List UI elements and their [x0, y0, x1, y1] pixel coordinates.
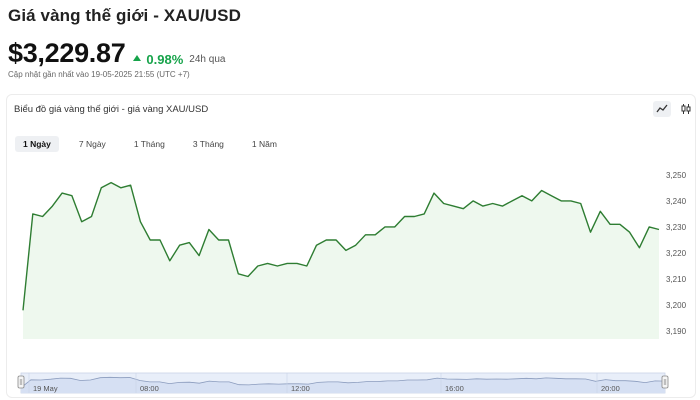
navigator-x-label: 12:00	[291, 384, 310, 393]
tab-3-months[interactable]: 3 Tháng	[192, 139, 224, 149]
navigator-x-label: 16:00	[445, 384, 464, 393]
price-series-line	[22, 181, 660, 311]
tab-1-year[interactable]: 1 Năm	[251, 139, 277, 149]
line-chart-icon	[656, 104, 668, 113]
y-tick-label: 3,250	[666, 171, 687, 180]
change-percent: 0.98%	[146, 51, 184, 67]
candlestick-view-button[interactable]	[677, 101, 695, 117]
price-change: 0.98% 24h qua	[133, 52, 225, 67]
y-tick-label: 3,190	[666, 327, 687, 336]
page-title: Giá vàng thế giới - XAU/USD	[8, 6, 241, 25]
price-row: $3,229.87 0.98% 24h qua	[8, 38, 225, 69]
y-tick-label: 3,210	[666, 275, 687, 284]
chart-card-title: Biểu đồ giá vàng thế giới - giá vàng XAU…	[14, 104, 209, 115]
candlestick-icon	[681, 104, 691, 114]
price-area-fill	[23, 182, 659, 339]
chart-card: Biểu đồ giá vàng thế giới - giá vàng XAU…	[6, 94, 696, 398]
line-view-button[interactable]	[653, 101, 671, 117]
y-tick-label: 3,230	[666, 223, 687, 232]
navigator-x-label: 20:00	[601, 384, 620, 393]
current-price: $3,229.87	[8, 38, 126, 68]
time-range-tabs: 1 Ngày 7 Ngày 1 Tháng 3 Tháng 1 Năm	[15, 135, 297, 153]
navigator-x-label: 19 May	[33, 384, 58, 393]
y-tick-label: 3,200	[666, 301, 687, 310]
navigator-line	[20, 376, 666, 389]
tab-1-month[interactable]: 1 Tháng	[133, 139, 165, 149]
y-tick-label: 3,220	[666, 249, 687, 258]
change-period: 24h qua	[189, 53, 226, 65]
navigator-left-handle[interactable]	[17, 375, 25, 389]
navigator-x-label: 08:00	[140, 384, 159, 393]
y-tick-label: 3,240	[666, 197, 687, 206]
tab-1-day[interactable]: 1 Ngày	[15, 136, 59, 152]
navigator-right-handle[interactable]	[661, 375, 669, 389]
tab-7-days[interactable]: 7 Ngày	[78, 139, 106, 149]
navigator-area	[21, 377, 665, 393]
last-updated: Cập nhật gần nhất vào 19-05-2025 21:55 (…	[8, 70, 190, 79]
triangle-up-icon	[133, 55, 142, 61]
price-chart[interactable]: 3,190 3,200 3,210 3,220 3,230 3,240 3,250 19 Ma…	[7, 95, 695, 397]
